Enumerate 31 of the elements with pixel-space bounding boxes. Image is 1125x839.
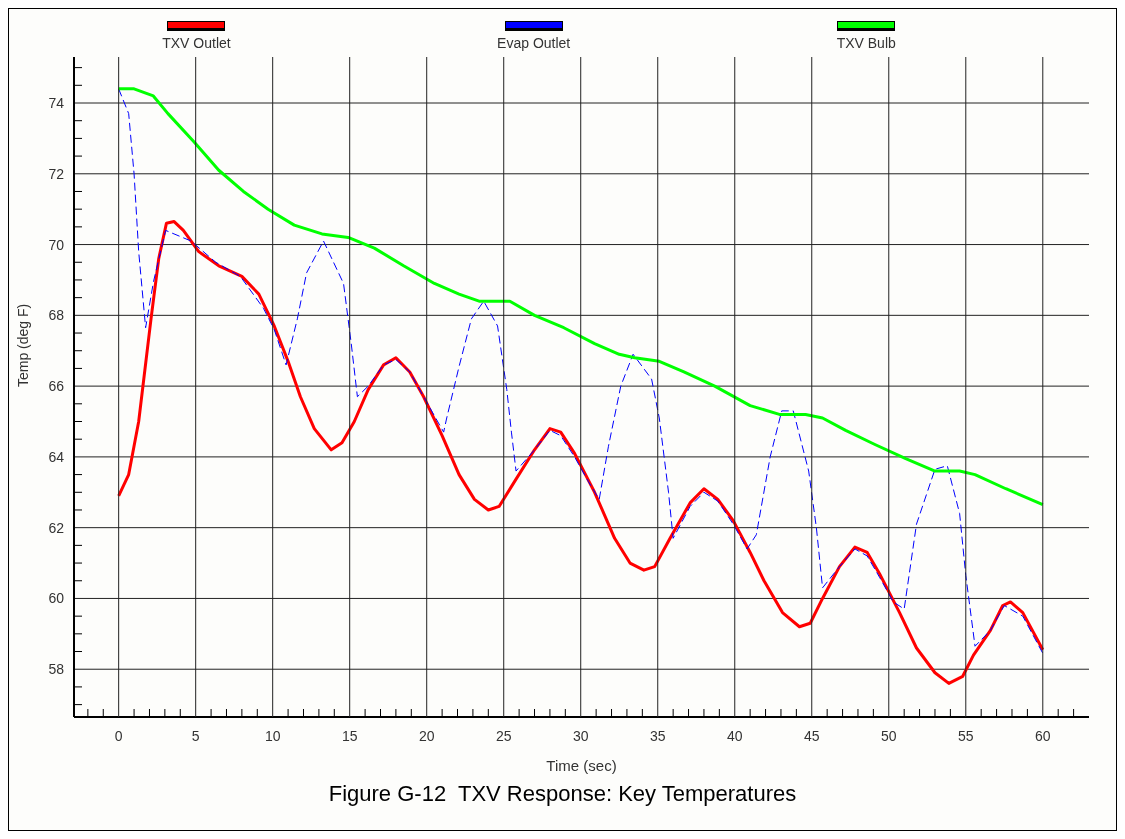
y-axis-title: Temp (deg F) bbox=[14, 303, 31, 387]
y-tick-label: 64 bbox=[48, 448, 65, 465]
text: Figure G-12 TXV Response: Key Temperatures bbox=[327, 781, 798, 807]
y-tick-label: 66 bbox=[48, 378, 65, 395]
line-series bbox=[118, 88, 1044, 654]
x-tick-label: 45 bbox=[803, 728, 820, 744]
x-tick-label: 40 bbox=[726, 728, 743, 744]
x-tick-label: 50 bbox=[880, 728, 897, 744]
x-axis-title: Time (sec) bbox=[546, 757, 617, 774]
y-tick-label: 58 bbox=[48, 661, 65, 678]
x-tick-label: 0 bbox=[114, 728, 123, 744]
x-tick-label: 35 bbox=[649, 728, 666, 744]
y-tick-label: 68 bbox=[48, 307, 65, 324]
x-tick-label: 60 bbox=[1035, 728, 1051, 744]
line-series bbox=[117, 220, 1045, 685]
x-tick-label: 30 bbox=[572, 728, 589, 744]
x-tick-label: 55 bbox=[957, 728, 974, 744]
y-tick-label: 72 bbox=[48, 165, 65, 182]
x-tick-label: 5 bbox=[191, 728, 200, 744]
legend-label: TXV Outlet bbox=[162, 35, 231, 51]
legend-label: Evap Outlet bbox=[497, 35, 571, 51]
x-tick-label: 25 bbox=[495, 728, 512, 744]
y-tick-label: 74 bbox=[48, 95, 65, 112]
x-tick-label: 10 bbox=[264, 728, 281, 744]
y-tick-label: 70 bbox=[48, 236, 65, 253]
x-tick-label: 20 bbox=[418, 728, 435, 744]
x-tick-label: 15 bbox=[341, 728, 358, 744]
line-series bbox=[117, 87, 1045, 507]
y-tick-label: 60 bbox=[48, 590, 65, 607]
legend-label: TXV Bulb bbox=[836, 35, 896, 51]
y-tick-label: 62 bbox=[48, 519, 65, 536]
